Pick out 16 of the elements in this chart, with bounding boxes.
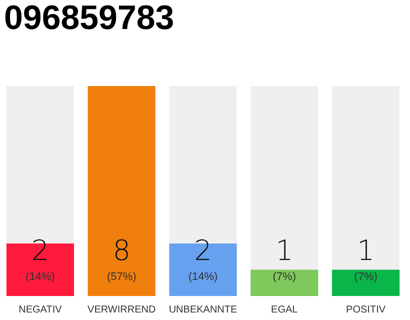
data-label: 1 <box>275 234 294 267</box>
annotation: (7%) <box>354 271 378 283</box>
annotation: (14%) <box>188 271 218 283</box>
x-tick-label: EGAL <box>271 304 298 316</box>
annotation: (7%) <box>272 271 296 283</box>
annotation: (57%) <box>106 271 136 283</box>
data-label: 2 <box>31 234 50 267</box>
annotation: (14%) <box>26 271 55 283</box>
data-label: 8 <box>112 234 131 267</box>
chart-title: 096859783 <box>4 0 174 37</box>
x-tick-label: NEGATIV <box>18 304 62 316</box>
x-tick-label: UNBEKANNTE <box>168 304 238 316</box>
data-label: 2 <box>194 234 212 267</box>
x-tick-label: POSITIV <box>346 304 386 316</box>
data-label: 1 <box>356 234 375 267</box>
x-tick-label: VERWIRREND <box>88 304 156 316</box>
